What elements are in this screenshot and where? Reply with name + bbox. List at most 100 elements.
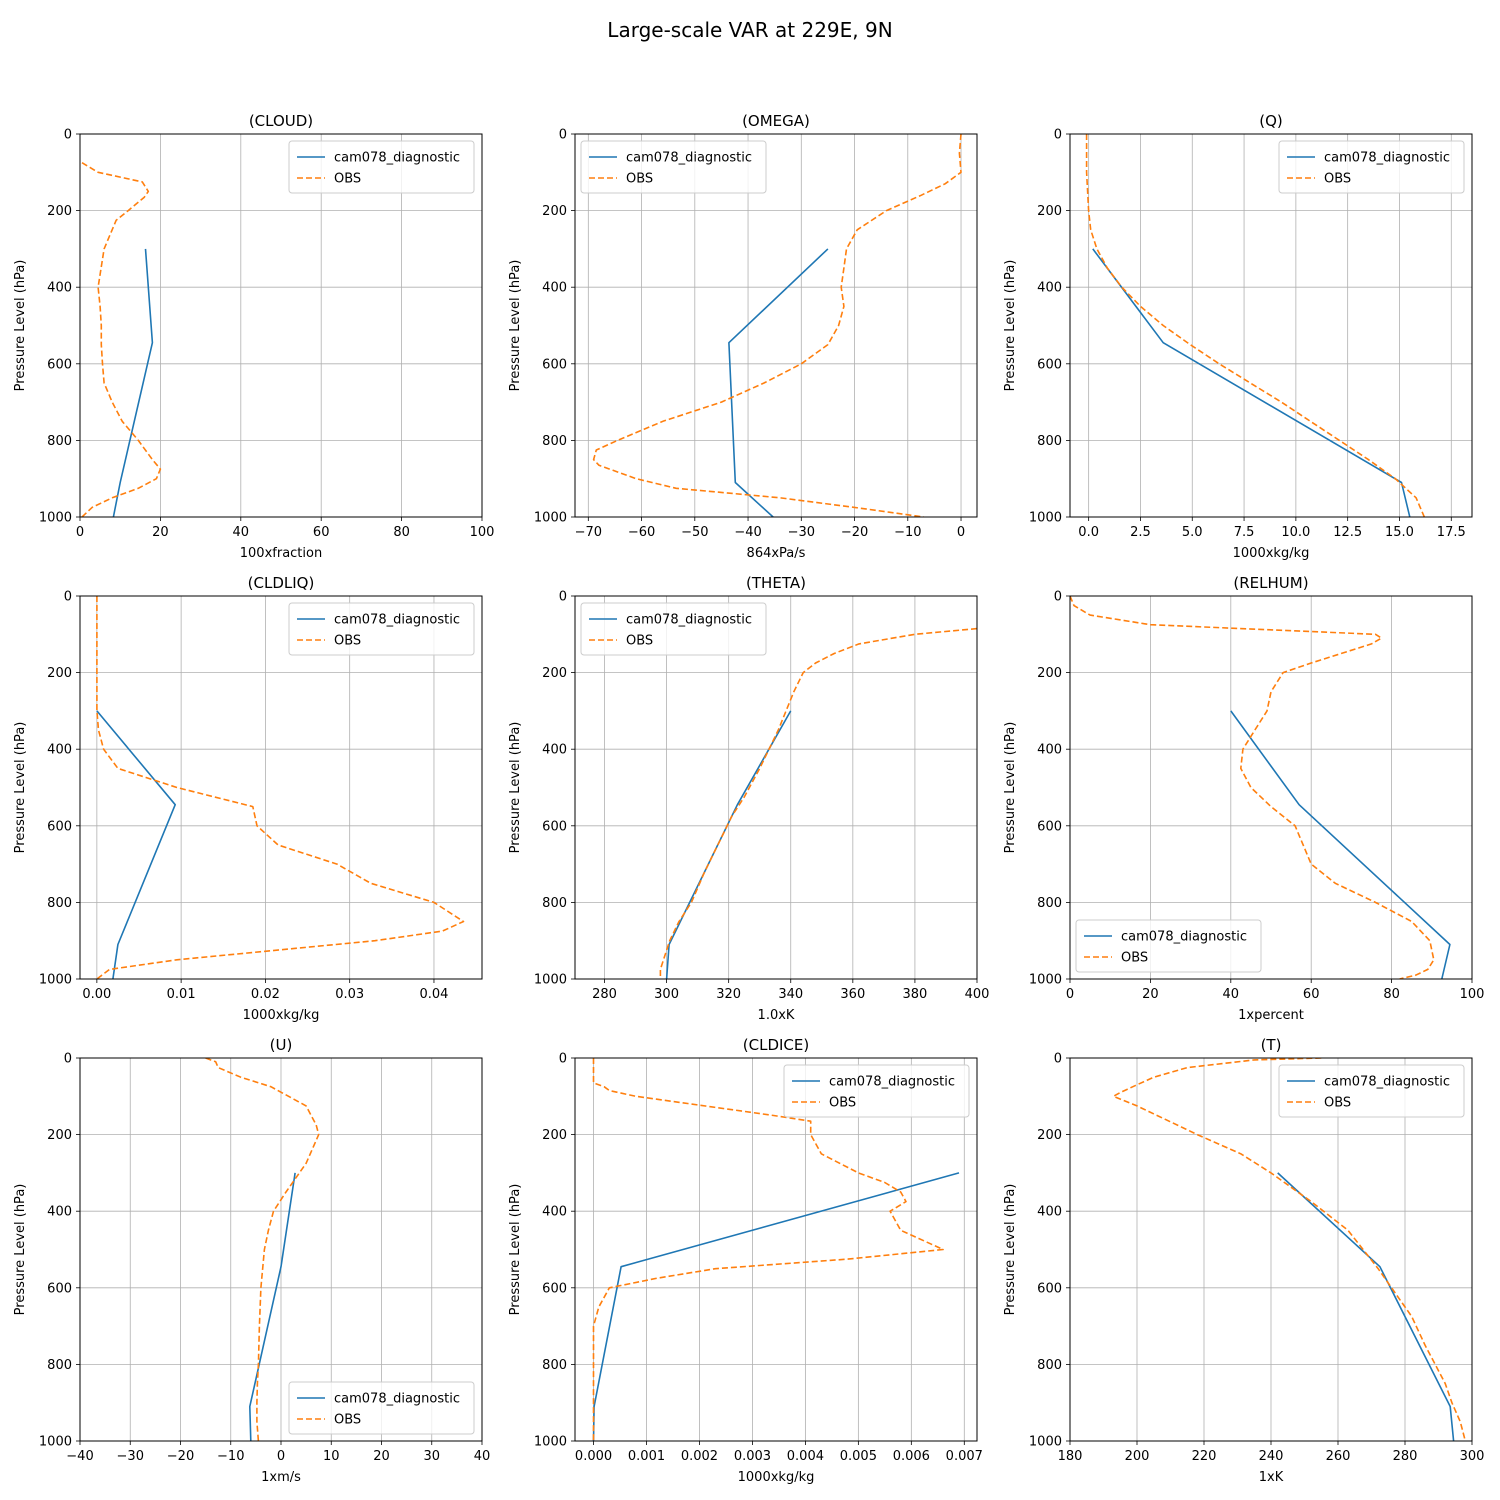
x-tick-label: 2.5 <box>1130 525 1151 540</box>
x-tick-label: 0.000 <box>575 1449 612 1464</box>
legend-label: cam078_diagnostic <box>1121 930 1247 945</box>
y-axis-label: Pressure Level (hPa) <box>508 260 523 392</box>
x-tick-label: 300 <box>1460 1449 1485 1464</box>
y-tick-label: 1000 <box>1029 511 1062 526</box>
y-tick-label: 400 <box>47 281 72 296</box>
y-tick-label: 1000 <box>534 511 567 526</box>
y-tick-label: 800 <box>542 1358 567 1373</box>
y-tick-label: 800 <box>1037 434 1062 449</box>
x-tick-label: 0.007 <box>946 1449 983 1464</box>
y-tick-label: 800 <box>47 434 72 449</box>
y-tick-label: 600 <box>47 1281 72 1296</box>
legend-box <box>783 1064 970 1118</box>
y-axis-label: Pressure Level (hPa) <box>508 1184 523 1316</box>
y-tick-label: 0 <box>559 128 567 143</box>
x-tick-label: 20 <box>152 525 169 540</box>
x-axis-label: 1xK <box>1259 1470 1284 1485</box>
legend-label: OBS <box>1121 951 1148 966</box>
x-tick-label: 0 <box>76 525 84 540</box>
obs-series-line <box>592 134 962 517</box>
x-axis-label: 100xfraction <box>240 546 322 561</box>
obs-series-line <box>659 627 977 979</box>
x-tick-label: 220 <box>1192 1449 1217 1464</box>
y-tick-label: 600 <box>1037 357 1062 372</box>
y-tick-label: 400 <box>1037 743 1062 758</box>
x-tick-label: 280 <box>1393 1449 1418 1464</box>
legend-box <box>288 602 475 656</box>
x-tick-label: 200 <box>1125 1449 1150 1464</box>
panel-2: (OMEGA) −70 −60 −50 −40 −30 −20 −10 0 0 200 400 600 8… <box>508 112 978 561</box>
x-axis-label: 1xm/s <box>261 1470 301 1485</box>
legend-label: OBS <box>626 634 653 649</box>
x-tick-label: 100 <box>470 525 495 540</box>
legend-box <box>1075 919 1262 973</box>
panel-3: (Q) 0.0 2.5 5.0 7.5 10.0 12.5 15.0 17.5 0 200 400 60… <box>1003 112 1473 561</box>
legend-label: cam078_diagnostic <box>626 151 752 166</box>
model-series-line <box>728 248 829 517</box>
x-tick-label: 0.0 <box>1078 525 1099 540</box>
legend-label: cam078_diagnostic <box>334 613 460 628</box>
panel-1: (CLOUD)0 20 40 60 80 10002004006008001000100x… <box>13 112 494 561</box>
y-tick-label: 800 <box>47 896 72 911</box>
legend: cam078_diagnostic OBS <box>1075 919 1262 973</box>
y-tick-label: 400 <box>542 1205 567 1220</box>
x-tick-label: −20 <box>167 1449 194 1464</box>
x-tick-label: 100 <box>1460 987 1485 1002</box>
y-tick-label: 800 <box>47 1358 72 1373</box>
plot-frame <box>79 1057 483 1442</box>
panel-title: (CLDLIQ) <box>248 574 315 592</box>
panel-title: (RELHUM) <box>1233 574 1308 592</box>
legend-box <box>1278 140 1465 194</box>
panel-9: (T) 180 200 220 240 260 280 300 0 200 400 600 800 100… <box>1003 1036 1484 1485</box>
legend-box <box>580 140 767 194</box>
y-axis-label: Pressure Level (hPa) <box>13 722 28 854</box>
y-tick-label: 1000 <box>39 1435 72 1450</box>
x-tick-label: 280 <box>592 987 617 1002</box>
x-tick-label: 80 <box>1383 987 1400 1002</box>
x-axis-label: 1xpercent <box>1238 1008 1304 1023</box>
legend: cam078_diagnostic OBS <box>288 602 475 656</box>
y-tick-label: 600 <box>1037 1281 1062 1296</box>
plot-frame <box>1069 595 1473 980</box>
y-tick-label: 600 <box>542 357 567 372</box>
panel-title: (T) <box>1261 1036 1282 1054</box>
y-axis-label: Pressure Level (hPa) <box>508 722 523 854</box>
y-tick-label: 0 <box>559 590 567 605</box>
plot-frame <box>79 595 483 980</box>
x-tick-label: 0.04 <box>419 987 448 1002</box>
x-axis-label: 1.0xK <box>758 1008 795 1023</box>
x-tick-label: 60 <box>1303 987 1320 1002</box>
y-tick-label: 600 <box>542 1281 567 1296</box>
y-tick-label: 600 <box>542 819 567 834</box>
model-series-line <box>1230 710 1451 979</box>
y-tick-label: 800 <box>542 896 567 911</box>
y-tick-label: 200 <box>1037 1128 1062 1143</box>
x-tick-label: 0.005 <box>840 1449 877 1464</box>
y-tick-label: 200 <box>1037 204 1062 219</box>
legend: cam078_diagnostic OBS <box>1278 140 1465 194</box>
model-series-line <box>249 1172 296 1441</box>
x-tick-label: −50 <box>681 525 708 540</box>
x-tick-label: 40 <box>233 525 250 540</box>
y-tick-label: 1000 <box>39 973 72 988</box>
model-series-line <box>1277 1172 1455 1441</box>
x-axis-label: 1000xkg/kg <box>1233 546 1310 561</box>
x-tick-label: 0 <box>1066 987 1074 1002</box>
x-tick-label: 0 <box>277 1449 285 1464</box>
figure-title: Large-scale VAR at 229E, 9N <box>607 18 892 42</box>
panel-5: (THETA) 280 300 320 340 360 380 400 0 200 400 600 80… <box>508 574 989 1023</box>
x-tick-label: 0.001 <box>628 1449 665 1464</box>
legend: cam078_diagnostic OBS <box>288 1381 475 1435</box>
legend: cam078_diagnostic OBS <box>580 140 767 194</box>
y-tick-label: 400 <box>47 743 72 758</box>
obs-series-line <box>205 1058 320 1441</box>
y-tick-label: 200 <box>542 666 567 681</box>
legend-label: cam078_diagnostic <box>1324 1075 1450 1090</box>
y-tick-label: 0 <box>64 1052 72 1067</box>
x-tick-label: 30 <box>423 1449 440 1464</box>
legend-label: cam078_diagnostic <box>1324 151 1450 166</box>
y-tick-label: 1000 <box>39 511 72 526</box>
panel-title: (CLDICE) <box>743 1036 809 1054</box>
legend-box <box>580 602 767 656</box>
legend-label: OBS <box>1324 1096 1351 1111</box>
